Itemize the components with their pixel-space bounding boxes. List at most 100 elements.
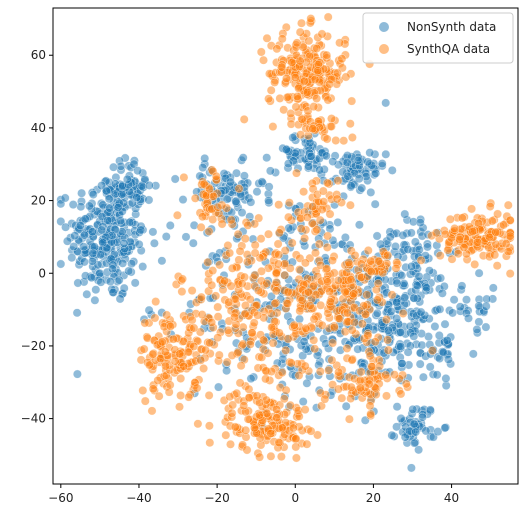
data-point bbox=[139, 344, 149, 354]
data-point bbox=[239, 114, 249, 124]
data-point bbox=[157, 256, 167, 266]
data-point bbox=[297, 295, 307, 305]
data-point bbox=[450, 224, 460, 233]
data-point bbox=[374, 256, 383, 266]
data-point bbox=[226, 439, 235, 449]
data-point bbox=[459, 242, 469, 252]
data-point bbox=[383, 335, 393, 345]
data-point bbox=[313, 430, 322, 440]
data-point bbox=[364, 379, 374, 389]
data-point bbox=[261, 366, 271, 376]
data-point bbox=[309, 102, 319, 112]
data-point bbox=[262, 153, 272, 163]
data-point bbox=[366, 267, 376, 277]
data-point bbox=[327, 114, 336, 124]
data-point bbox=[299, 187, 309, 197]
data-point bbox=[300, 405, 310, 415]
data-point bbox=[370, 337, 380, 347]
data-point bbox=[350, 250, 360, 260]
data-point bbox=[230, 312, 239, 322]
data-point bbox=[69, 242, 79, 252]
data-point bbox=[214, 350, 224, 360]
data-point bbox=[262, 278, 272, 288]
data-point bbox=[195, 327, 205, 337]
data-point bbox=[432, 370, 442, 380]
data-point bbox=[490, 250, 500, 260]
data-point bbox=[335, 314, 344, 324]
data-point bbox=[107, 264, 117, 274]
data-point bbox=[381, 370, 391, 380]
data-point bbox=[325, 287, 335, 297]
data-point bbox=[316, 300, 326, 310]
data-point bbox=[474, 317, 484, 327]
data-point bbox=[335, 38, 345, 48]
data-point bbox=[270, 77, 280, 87]
data-point bbox=[472, 325, 482, 334]
data-point bbox=[227, 408, 237, 418]
data-point bbox=[313, 66, 323, 76]
data-point bbox=[422, 283, 431, 293]
data-point bbox=[363, 246, 373, 255]
data-point bbox=[323, 277, 333, 287]
data-point bbox=[377, 159, 387, 169]
data-point bbox=[365, 148, 375, 158]
data-point bbox=[373, 279, 383, 289]
data-point bbox=[345, 200, 355, 210]
data-point bbox=[342, 343, 352, 353]
data-point bbox=[326, 122, 336, 131]
data-point bbox=[136, 225, 146, 235]
data-point bbox=[249, 318, 259, 328]
data-point bbox=[435, 251, 445, 261]
data-point bbox=[324, 365, 334, 375]
data-point bbox=[224, 297, 234, 307]
data-point bbox=[125, 217, 135, 227]
data-point bbox=[292, 38, 302, 48]
data-point bbox=[252, 391, 262, 401]
data-point bbox=[372, 231, 382, 241]
data-point bbox=[499, 220, 509, 230]
data-point bbox=[347, 96, 357, 106]
data-point bbox=[396, 389, 406, 399]
data-point bbox=[225, 248, 235, 258]
data-point bbox=[156, 354, 165, 364]
data-point bbox=[226, 177, 235, 187]
data-point bbox=[409, 419, 419, 429]
data-point bbox=[246, 374, 256, 384]
data-point bbox=[473, 237, 482, 247]
data-point bbox=[291, 442, 301, 452]
data-point bbox=[144, 360, 154, 370]
data-point bbox=[416, 255, 426, 265]
data-point bbox=[409, 293, 419, 303]
data-point bbox=[222, 357, 232, 367]
data-point bbox=[427, 346, 437, 356]
data-point bbox=[262, 33, 272, 43]
data-point bbox=[264, 94, 274, 104]
data-point bbox=[149, 238, 159, 248]
data-point bbox=[443, 245, 453, 255]
data-point bbox=[341, 72, 351, 82]
data-point bbox=[76, 202, 86, 212]
data-point bbox=[436, 273, 446, 283]
data-point bbox=[114, 275, 124, 285]
data-point bbox=[292, 168, 301, 178]
data-point bbox=[196, 292, 206, 302]
data-point bbox=[117, 189, 127, 199]
data-point bbox=[342, 158, 352, 167]
data-point bbox=[453, 249, 463, 259]
data-point bbox=[262, 408, 272, 418]
data-point bbox=[243, 257, 252, 267]
data-point bbox=[317, 205, 327, 214]
data-point bbox=[326, 297, 335, 307]
data-point bbox=[82, 289, 92, 299]
data-point bbox=[321, 151, 331, 161]
data-point bbox=[322, 178, 332, 188]
data-point bbox=[366, 409, 376, 419]
y-tick-label: 60 bbox=[31, 48, 46, 62]
data-point bbox=[274, 328, 284, 338]
data-point bbox=[474, 268, 484, 278]
data-point bbox=[220, 276, 230, 286]
data-point bbox=[282, 92, 292, 102]
data-point bbox=[250, 423, 259, 433]
data-point bbox=[341, 401, 351, 411]
data-point bbox=[256, 47, 266, 57]
